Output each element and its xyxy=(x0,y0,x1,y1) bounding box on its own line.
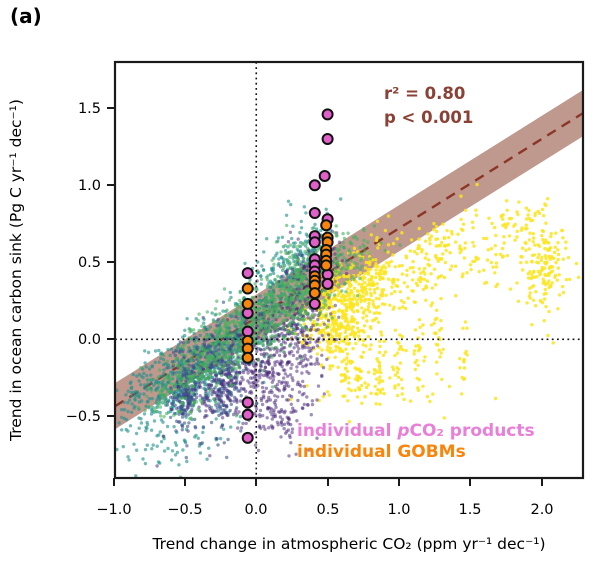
y-tick-label: 1.0 xyxy=(78,178,101,194)
y-tick-label: 0.0 xyxy=(78,332,101,348)
legend-text: individual xyxy=(297,421,398,441)
legend-item-gobms: individual GOBMs xyxy=(297,441,466,462)
x-axis-label: Trend change in atmospheric CO₂ (ppm yr⁻… xyxy=(151,535,545,553)
plot-content xyxy=(115,62,583,478)
x-tick-label: 1.5 xyxy=(458,502,481,518)
x-tick-label: 2.0 xyxy=(530,502,553,518)
r-squared-value: r² = 0.80 xyxy=(384,84,466,103)
panel-label: (a) xyxy=(10,4,42,28)
ensemble-yellow xyxy=(282,182,581,424)
x-tick-label: 0.0 xyxy=(244,502,267,518)
y-axis-ticks xyxy=(107,107,115,417)
y-tick-label: 1.5 xyxy=(78,101,101,117)
y-axis-label: Trend in ocean carbon sink (Pg C yr⁻¹ de… xyxy=(7,99,25,442)
x-tick-label: −1.0 xyxy=(96,502,131,518)
highlight-individual-pco-products xyxy=(241,108,334,444)
legend-text-italic-p: p xyxy=(397,421,410,441)
highlight-individual-gobms xyxy=(241,219,334,364)
legend-item-pco2-products: individual pCO₂ products xyxy=(297,421,535,442)
legend: individual pCO₂ products individual GOBM… xyxy=(297,421,535,462)
x-tick-label: −0.5 xyxy=(167,502,202,518)
y-tick-label: −0.5 xyxy=(66,409,101,425)
p-value: p < 0.001 xyxy=(384,108,474,127)
x-axis-ticks xyxy=(113,478,543,486)
legend-text: CO₂ products xyxy=(409,421,535,441)
regression-stats-annotation: r² = 0.80 p < 0.001 xyxy=(384,82,473,130)
y-tick-label: 0.5 xyxy=(78,255,101,271)
plot-frame xyxy=(113,60,585,480)
x-tick-label: 0.5 xyxy=(316,502,339,518)
x-tick-label: 1.0 xyxy=(387,502,410,518)
